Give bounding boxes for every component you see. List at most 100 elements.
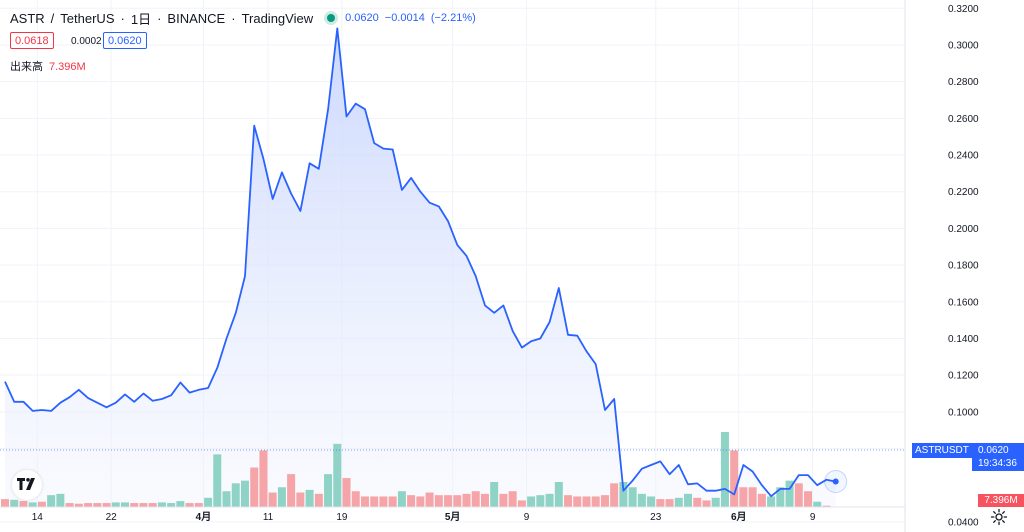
volume-bar xyxy=(19,501,28,507)
x-tick-label: 9 xyxy=(810,512,816,523)
volume-bar xyxy=(287,474,296,507)
volume-bar xyxy=(314,493,323,507)
ask-price-box[interactable]: 0.0620 xyxy=(103,32,147,49)
volume-bar xyxy=(37,501,46,507)
volume-bar xyxy=(517,500,526,507)
volume-bar xyxy=(554,482,563,507)
x-tick-label: 14 xyxy=(32,512,44,523)
y-tick-label: 0.3000 xyxy=(948,40,979,51)
symbol-name[interactable]: ASTR xyxy=(10,10,45,26)
volume-value: 7.396M xyxy=(49,61,86,73)
platform-label: TradingView xyxy=(241,10,314,26)
volume-bar xyxy=(148,503,157,507)
x-tick-label: 5月 xyxy=(445,511,461,523)
price-line xyxy=(4,27,836,498)
live-status-dot-icon xyxy=(327,14,336,22)
gear-icon[interactable] xyxy=(990,508,1008,526)
volume-bar xyxy=(730,450,739,507)
volume-bar xyxy=(693,497,702,507)
spread-value: 0.0002 xyxy=(71,36,102,47)
interval-label[interactable]: 1日 xyxy=(130,11,152,27)
x-tick-label: 4月 xyxy=(196,511,212,523)
volume-bar xyxy=(665,499,674,507)
chart-header: ASTR / TetherUS · 1日 · BINANCE · Trading… xyxy=(10,9,482,27)
y-tick-label: 0.2600 xyxy=(948,114,979,125)
last-price-tag-value: 0.0620 xyxy=(978,445,1009,456)
volume-bar xyxy=(536,495,545,507)
volume-bar xyxy=(776,487,785,507)
symbol-price-tag: ASTRUSDT xyxy=(912,443,972,458)
volume-bar xyxy=(268,492,277,507)
volume-bar xyxy=(204,497,213,507)
volume-bar xyxy=(370,496,379,507)
volume-bar xyxy=(480,493,489,507)
y-tick-label: 0.2000 xyxy=(948,224,979,235)
volume-bar xyxy=(674,497,683,507)
volume-bar xyxy=(619,482,628,507)
y-tick-label: 0.1800 xyxy=(948,261,979,272)
volume-bar xyxy=(600,495,609,507)
change-pct-value: (−2.21%) xyxy=(430,12,476,24)
volume-bar xyxy=(47,495,56,507)
tradingview-logo-icon xyxy=(17,478,35,490)
volume-bar xyxy=(748,487,757,507)
volume-bar xyxy=(527,496,536,507)
volume-bar xyxy=(324,474,333,507)
x-tick-label: 23 xyxy=(650,512,662,523)
volume-bar xyxy=(74,503,83,507)
x-tick-label: 11 xyxy=(263,512,274,523)
x-tick-label: 19 xyxy=(336,512,348,523)
volume-bar xyxy=(157,502,166,507)
volume-bar xyxy=(628,487,637,507)
volume-bar xyxy=(702,500,711,507)
volume-bar xyxy=(564,495,573,507)
y-tick-label: 0.2200 xyxy=(948,187,979,198)
volume-bar xyxy=(277,487,286,507)
header-separator: · xyxy=(231,10,236,26)
volume-bar xyxy=(647,496,656,507)
y-tick-label: 0.0400 xyxy=(948,517,979,528)
header-separator: · xyxy=(157,10,162,26)
x-tick-label: 9 xyxy=(524,512,530,523)
volume-bar xyxy=(785,480,794,507)
x-tick-label: 6月 xyxy=(731,511,747,523)
tradingview-logo-icon[interactable] xyxy=(12,470,42,500)
volume-label: 出来高 xyxy=(10,61,43,73)
quote-name[interactable]: TetherUS xyxy=(60,10,115,26)
volume-bar xyxy=(462,493,471,507)
y-tick-label: 0.1200 xyxy=(948,371,979,382)
volume-bar xyxy=(804,491,813,507)
header-separator: / xyxy=(50,10,55,26)
volume-bar xyxy=(471,491,480,507)
volume-bar xyxy=(28,502,37,507)
last-point-marker xyxy=(832,478,839,485)
volume-bar xyxy=(508,491,517,507)
y-tick-label: 0.3200 xyxy=(948,4,979,15)
x-tick-label: 22 xyxy=(106,512,118,523)
volume-bar xyxy=(757,493,766,507)
volume-bar xyxy=(407,495,416,507)
price-area-fill xyxy=(5,28,836,508)
volume-bar xyxy=(342,478,351,507)
bid-price-box[interactable]: 0.0618 xyxy=(10,32,54,49)
volume-bar xyxy=(720,432,729,507)
volume-bar xyxy=(444,495,453,507)
volume-bar xyxy=(739,487,748,507)
volume-bar xyxy=(794,483,803,507)
volume-bar xyxy=(84,503,93,507)
volume-bar xyxy=(296,492,305,507)
volume-bar xyxy=(434,495,443,507)
volume-bar xyxy=(185,503,194,507)
volume-bar xyxy=(453,495,462,507)
last-price-value: 0.0620 xyxy=(345,12,379,24)
volume-bar xyxy=(231,483,240,507)
volume-bar xyxy=(573,496,582,507)
volume-bar xyxy=(167,503,176,507)
volume-bar xyxy=(130,503,139,507)
volume-bar xyxy=(259,450,268,507)
volume-bar xyxy=(360,496,369,507)
volume-bar xyxy=(767,496,776,507)
volume-bar xyxy=(656,499,665,507)
y-tick-label: 0.1400 xyxy=(948,334,979,345)
